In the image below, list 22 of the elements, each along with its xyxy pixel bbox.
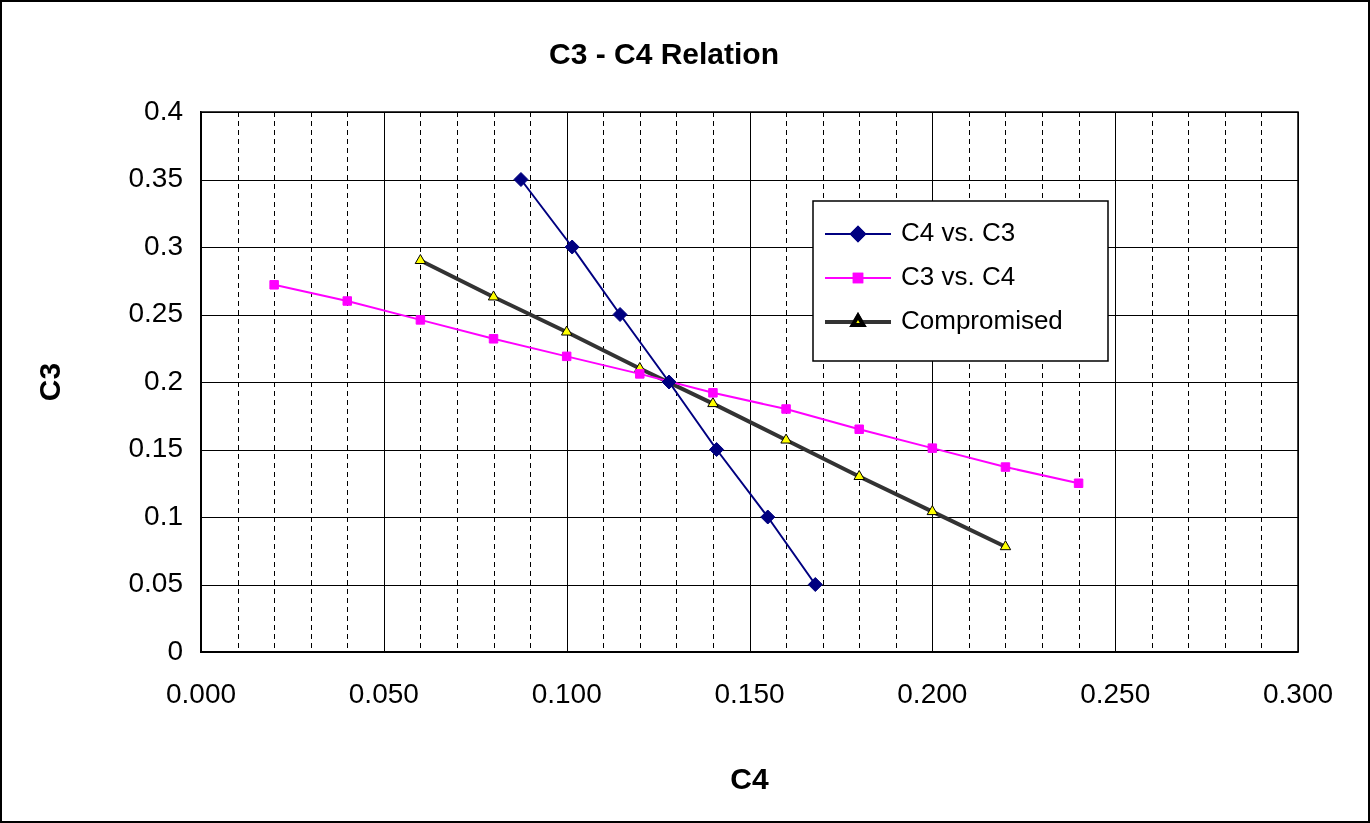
y-tick-label: 0.05 [128,567,183,599]
y-tick-label: 0.1 [144,499,183,531]
y-tick-label: 0.2 [144,364,183,396]
y-tick-label: 0.15 [128,432,183,464]
x-tick-label: 0.150 [714,677,785,709]
x-tick-label: 0.300 [1262,677,1334,709]
legend-label: C4 vs. C3 [901,217,1016,248]
x-tick-label: 0.250 [1080,677,1151,709]
x-axis-title: C4 [730,762,769,796]
y-tick-label: 0.4 [144,94,183,126]
chart-title: C3 - C4 Relation [548,37,780,71]
y-tick-label: 0 [167,634,183,666]
x-tick-label: 0.200 [897,677,968,709]
legend-label: C3 vs. C4 [901,261,1016,292]
y-tick-label: 0.3 [144,229,183,261]
x-tick-label: 0.100 [531,677,602,709]
y-tick-label: 0.35 [128,162,183,194]
y-axis-title: C3 [33,362,67,402]
x-tick-label: 0.000 [165,677,237,709]
x-tick-label: 0.050 [348,677,419,709]
y-tick-label: 0.25 [128,297,183,329]
legend-label: Compromised [901,305,1063,336]
